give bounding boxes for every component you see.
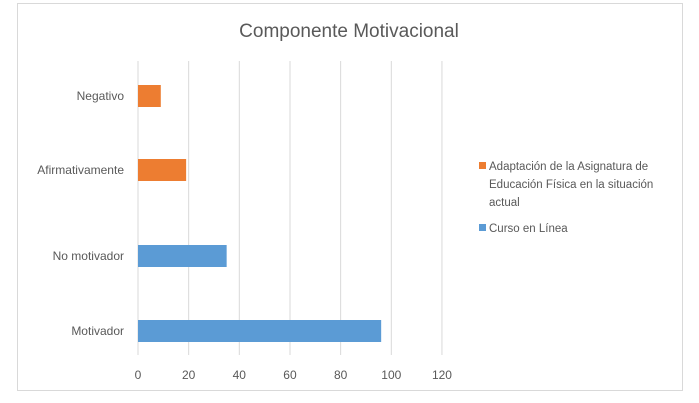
y-category-label: Motivador	[71, 324, 124, 338]
bar	[138, 245, 227, 267]
legend-swatch	[479, 224, 486, 231]
bars	[138, 85, 382, 342]
x-tick-label: 80	[334, 368, 348, 382]
legend-swatch	[479, 162, 486, 169]
bar	[138, 85, 161, 107]
axis-labels: 0 20 40 60 80 100 120 Motivador No motivador Afir…	[37, 89, 452, 382]
bar	[138, 159, 187, 181]
legend-label: Educación Física en la situación	[489, 179, 653, 191]
x-tick-label: 40	[233, 368, 247, 382]
gridlines	[137, 61, 443, 355]
bar	[138, 320, 382, 342]
y-category-label: Negativo	[77, 89, 125, 103]
x-tick-label: 120	[432, 368, 452, 382]
x-tick-label: 0	[135, 368, 142, 382]
y-category-label: Afirmativamente	[37, 163, 124, 177]
x-tick-label: 100	[381, 368, 401, 382]
legend: Adaptación de la Asignatura de Educación …	[479, 161, 653, 235]
x-tick-label: 20	[182, 368, 196, 382]
y-category-label: No motivador	[53, 249, 124, 263]
legend-label: Curso en Línea	[489, 223, 568, 235]
legend-label: Adaptación de la Asignatura de	[489, 161, 648, 173]
x-tick-label: 60	[283, 368, 297, 382]
legend-label: actual	[489, 197, 520, 209]
chart-title: Componente Motivacional	[239, 21, 459, 42]
